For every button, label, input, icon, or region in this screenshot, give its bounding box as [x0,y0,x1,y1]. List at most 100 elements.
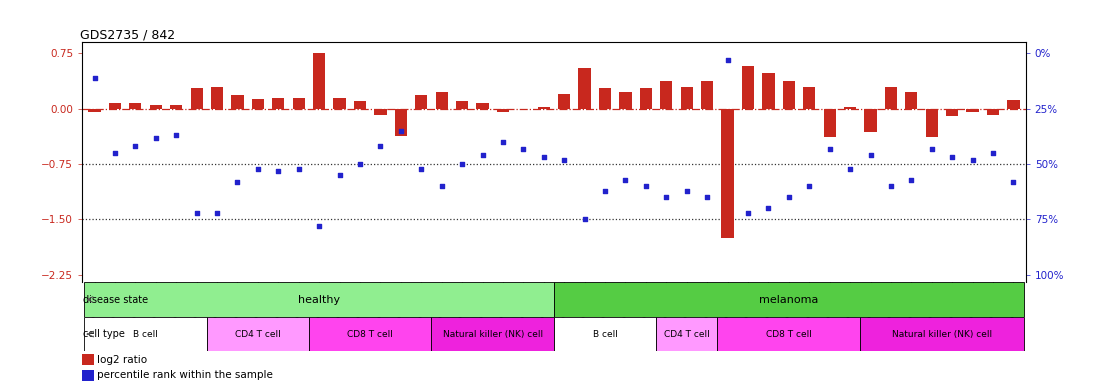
Bar [84,282,554,317]
Bar [722,109,734,238]
Point [597,188,614,194]
Bar [656,317,717,351]
Point [310,223,328,229]
Bar [456,101,468,109]
Point [228,179,246,185]
Point [372,143,389,149]
Text: Natural killer (NK) cell: Natural killer (NK) cell [892,329,992,339]
Bar [966,109,979,113]
Text: percentile rank within the sample: percentile rank within the sample [98,370,273,380]
Bar [313,53,326,109]
Point [637,183,655,189]
Point [392,128,409,134]
Bar [717,317,860,351]
Point [474,152,491,158]
Text: B cell: B cell [133,329,158,339]
Point [739,210,757,216]
Bar [431,317,554,351]
Point [270,168,287,174]
Text: melanoma: melanoma [759,295,818,305]
Text: log2 ratio: log2 ratio [98,355,147,365]
Point [412,166,430,172]
Point [657,194,675,200]
Bar [905,93,917,109]
Text: GDS2735 / 842: GDS2735 / 842 [80,28,176,41]
Bar [82,370,93,381]
Text: disease state: disease state [82,295,148,305]
Bar [309,317,431,351]
Bar [860,317,1024,351]
Text: Natural killer (NK) cell: Natural killer (NK) cell [443,329,543,339]
Point [535,154,553,161]
Point [678,188,695,194]
Bar [252,99,264,109]
Bar [82,354,93,365]
Bar [354,101,366,109]
Bar [1007,100,1019,109]
Text: CD4 T cell: CD4 T cell [664,329,710,339]
Bar [946,109,959,116]
Text: B cell: B cell [592,329,618,339]
Bar [620,93,632,109]
Point [208,210,226,216]
Bar [864,109,877,132]
Point [351,161,369,167]
Bar [109,103,121,109]
Point [903,177,920,183]
Point [188,210,205,216]
Bar [191,88,203,109]
Point [147,134,165,141]
Bar [554,317,656,351]
Bar [538,107,550,109]
Bar [660,81,672,109]
Bar [89,109,101,112]
Point [290,166,307,172]
Point [433,183,451,189]
Bar [374,109,386,114]
Bar [824,109,836,137]
Bar [803,86,815,109]
Bar [415,95,428,109]
Bar [170,105,182,109]
Bar [211,86,223,109]
Bar [84,317,207,351]
Point [780,194,798,200]
Point [821,146,838,152]
Bar [762,73,774,109]
Text: healthy: healthy [298,295,340,305]
Bar [680,86,693,109]
Bar [436,93,448,109]
Bar [844,107,856,109]
Point [943,154,961,161]
Bar [149,105,162,109]
Bar [558,94,570,109]
Bar [129,103,142,109]
Point [514,146,532,152]
Point [964,157,982,163]
Text: cell type: cell type [82,329,125,339]
Bar [742,66,754,109]
Point [331,172,349,178]
Point [841,166,859,172]
Point [759,205,777,212]
Bar [701,81,713,109]
Bar [272,98,284,109]
Text: CD8 T cell: CD8 T cell [348,329,393,339]
Point [126,143,144,149]
Point [168,132,185,138]
Bar [207,317,309,351]
Point [882,183,900,189]
Point [862,152,880,158]
Bar [333,98,346,109]
Bar [885,86,897,109]
Point [555,157,573,163]
Point [576,217,593,223]
Bar [293,98,305,109]
Bar [497,109,509,112]
Bar [476,103,488,109]
Point [801,183,818,189]
Bar [782,81,795,109]
Point [1005,179,1022,185]
Point [453,161,471,167]
Bar [599,88,611,109]
